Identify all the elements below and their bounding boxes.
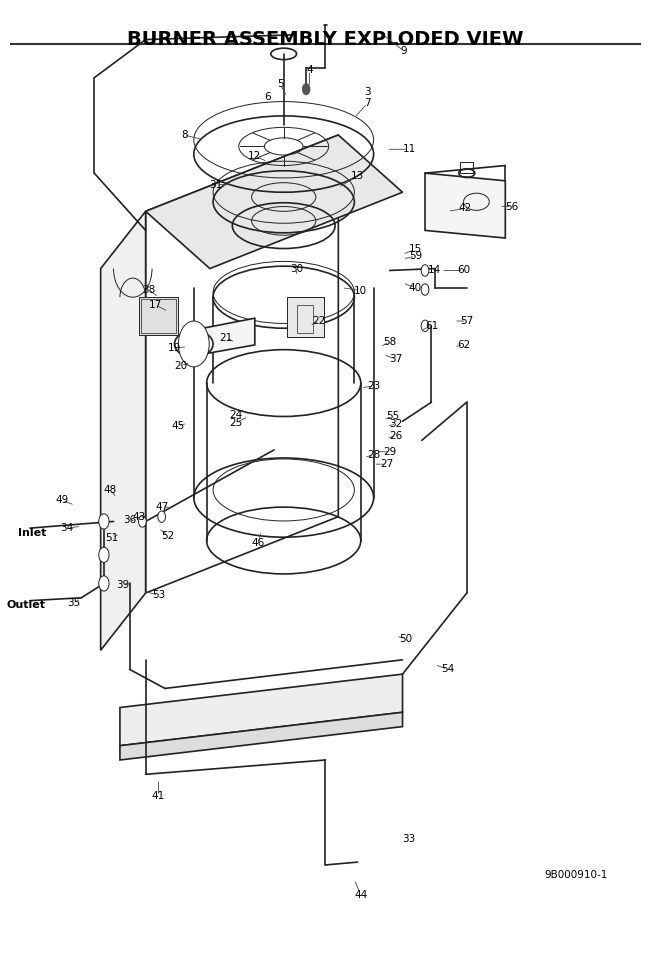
Text: 33: 33	[402, 835, 415, 844]
Text: 45: 45	[171, 421, 185, 431]
Text: 17: 17	[148, 300, 162, 310]
Text: 36: 36	[123, 515, 136, 524]
Text: 24: 24	[229, 410, 242, 419]
Circle shape	[178, 321, 209, 367]
Circle shape	[98, 576, 109, 591]
Bar	[287, 298, 324, 337]
Text: 48: 48	[104, 485, 117, 495]
Circle shape	[421, 284, 429, 296]
Text: 44: 44	[354, 891, 367, 901]
Polygon shape	[120, 674, 402, 746]
Text: 53: 53	[152, 590, 165, 600]
Text: 5: 5	[277, 79, 284, 89]
Text: 55: 55	[386, 412, 400, 421]
Text: 8: 8	[181, 130, 187, 140]
Bar	[297, 305, 312, 333]
Text: 37: 37	[389, 354, 403, 365]
Text: 56: 56	[505, 202, 518, 211]
Text: 22: 22	[312, 316, 326, 326]
Circle shape	[421, 265, 429, 277]
Text: 49: 49	[56, 496, 69, 505]
Text: 43: 43	[133, 512, 146, 522]
Text: 19: 19	[168, 343, 181, 353]
Text: 54: 54	[441, 664, 454, 675]
Text: Outlet: Outlet	[6, 600, 45, 611]
Text: 60: 60	[457, 265, 470, 276]
Text: 32: 32	[389, 419, 403, 429]
Text: 31: 31	[210, 180, 223, 189]
Text: 21: 21	[219, 333, 233, 344]
Text: 38: 38	[142, 284, 156, 295]
Text: 28: 28	[367, 450, 380, 459]
Polygon shape	[425, 173, 505, 238]
Text: 20: 20	[174, 361, 187, 371]
Text: 13: 13	[351, 171, 364, 181]
Text: 30: 30	[290, 263, 303, 274]
Text: 29: 29	[383, 447, 397, 456]
Text: 4: 4	[306, 65, 313, 75]
Text: 11: 11	[402, 145, 415, 154]
Text: 34: 34	[61, 523, 74, 533]
Text: 14: 14	[428, 265, 441, 276]
Text: 23: 23	[367, 381, 380, 391]
Text: 7: 7	[364, 99, 371, 108]
Text: 26: 26	[389, 431, 403, 440]
Text: 62: 62	[457, 340, 470, 350]
Bar	[139, 298, 178, 335]
Text: 39: 39	[117, 580, 130, 590]
Text: 25: 25	[229, 418, 242, 428]
Text: 61: 61	[425, 321, 438, 331]
Circle shape	[139, 516, 146, 527]
Text: 58: 58	[383, 337, 397, 347]
Circle shape	[303, 83, 310, 95]
Polygon shape	[120, 712, 402, 760]
Circle shape	[158, 511, 165, 523]
Circle shape	[98, 514, 109, 529]
Text: 41: 41	[152, 791, 165, 801]
Text: 50: 50	[399, 634, 412, 644]
Text: 10: 10	[354, 285, 367, 296]
Polygon shape	[100, 211, 146, 650]
Bar	[141, 300, 176, 333]
Polygon shape	[191, 318, 255, 356]
Text: 27: 27	[380, 459, 393, 469]
Text: 35: 35	[67, 597, 80, 608]
Bar	[460, 162, 473, 173]
Text: BURNER ASSEMBLY EXPLODED VIEW: BURNER ASSEMBLY EXPLODED VIEW	[127, 30, 524, 49]
Polygon shape	[146, 135, 402, 269]
Circle shape	[98, 547, 109, 563]
Text: 15: 15	[409, 244, 422, 255]
Text: 52: 52	[161, 531, 175, 541]
Text: 42: 42	[459, 204, 472, 213]
Text: 12: 12	[248, 151, 261, 161]
Text: 40: 40	[409, 282, 422, 293]
Text: 57: 57	[460, 316, 474, 326]
Text: 51: 51	[106, 533, 119, 543]
Text: Inlet: Inlet	[18, 528, 47, 538]
Circle shape	[421, 320, 429, 331]
Text: 9B000910-1: 9B000910-1	[544, 870, 608, 879]
Text: 6: 6	[264, 92, 271, 101]
Text: 3: 3	[364, 87, 371, 97]
Text: 59: 59	[409, 251, 422, 261]
Text: 9: 9	[400, 46, 407, 56]
Text: 46: 46	[251, 539, 264, 548]
Text: 47: 47	[155, 502, 168, 512]
